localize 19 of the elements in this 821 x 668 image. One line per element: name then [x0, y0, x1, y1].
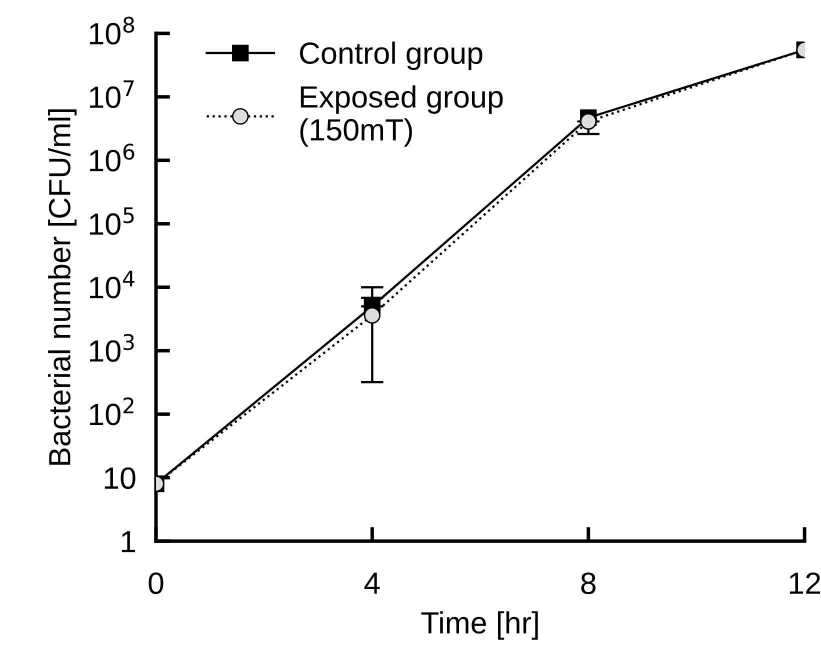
y-tick-label: 10$^{2}$: [90, 397, 134, 426]
y-tick-label: 1: [122, 531, 136, 552]
point: [364, 307, 381, 324]
y-tick-label: 10$^{8}$: [90, 16, 134, 45]
x-tick-label: 12: [790, 572, 820, 594]
y-tick-label: 10$^{4}$: [90, 270, 134, 298]
y-tick-label: 10$^{7}$: [90, 80, 134, 108]
y-tick-label: 10: [104, 467, 136, 489]
y-tick-label: 10$^{5}$: [90, 207, 134, 235]
y-tick-label: 10$^{3}$: [90, 334, 134, 362]
point: [580, 113, 597, 130]
y-tick-label: 10$^{6}$: [90, 144, 134, 172]
x-tick-label: 0: [148, 572, 164, 594]
y-axis-title: Bacterial number [CFU/ml]: [48, 109, 77, 465]
x-tick-label: 4: [364, 572, 380, 594]
legend-label: Control group: [300, 42, 482, 70]
x-tick-label: 8: [581, 572, 596, 594]
x-axis-title: Time [hr]: [421, 611, 538, 640]
legend-label: Exposed group (150mT): [300, 85, 503, 147]
